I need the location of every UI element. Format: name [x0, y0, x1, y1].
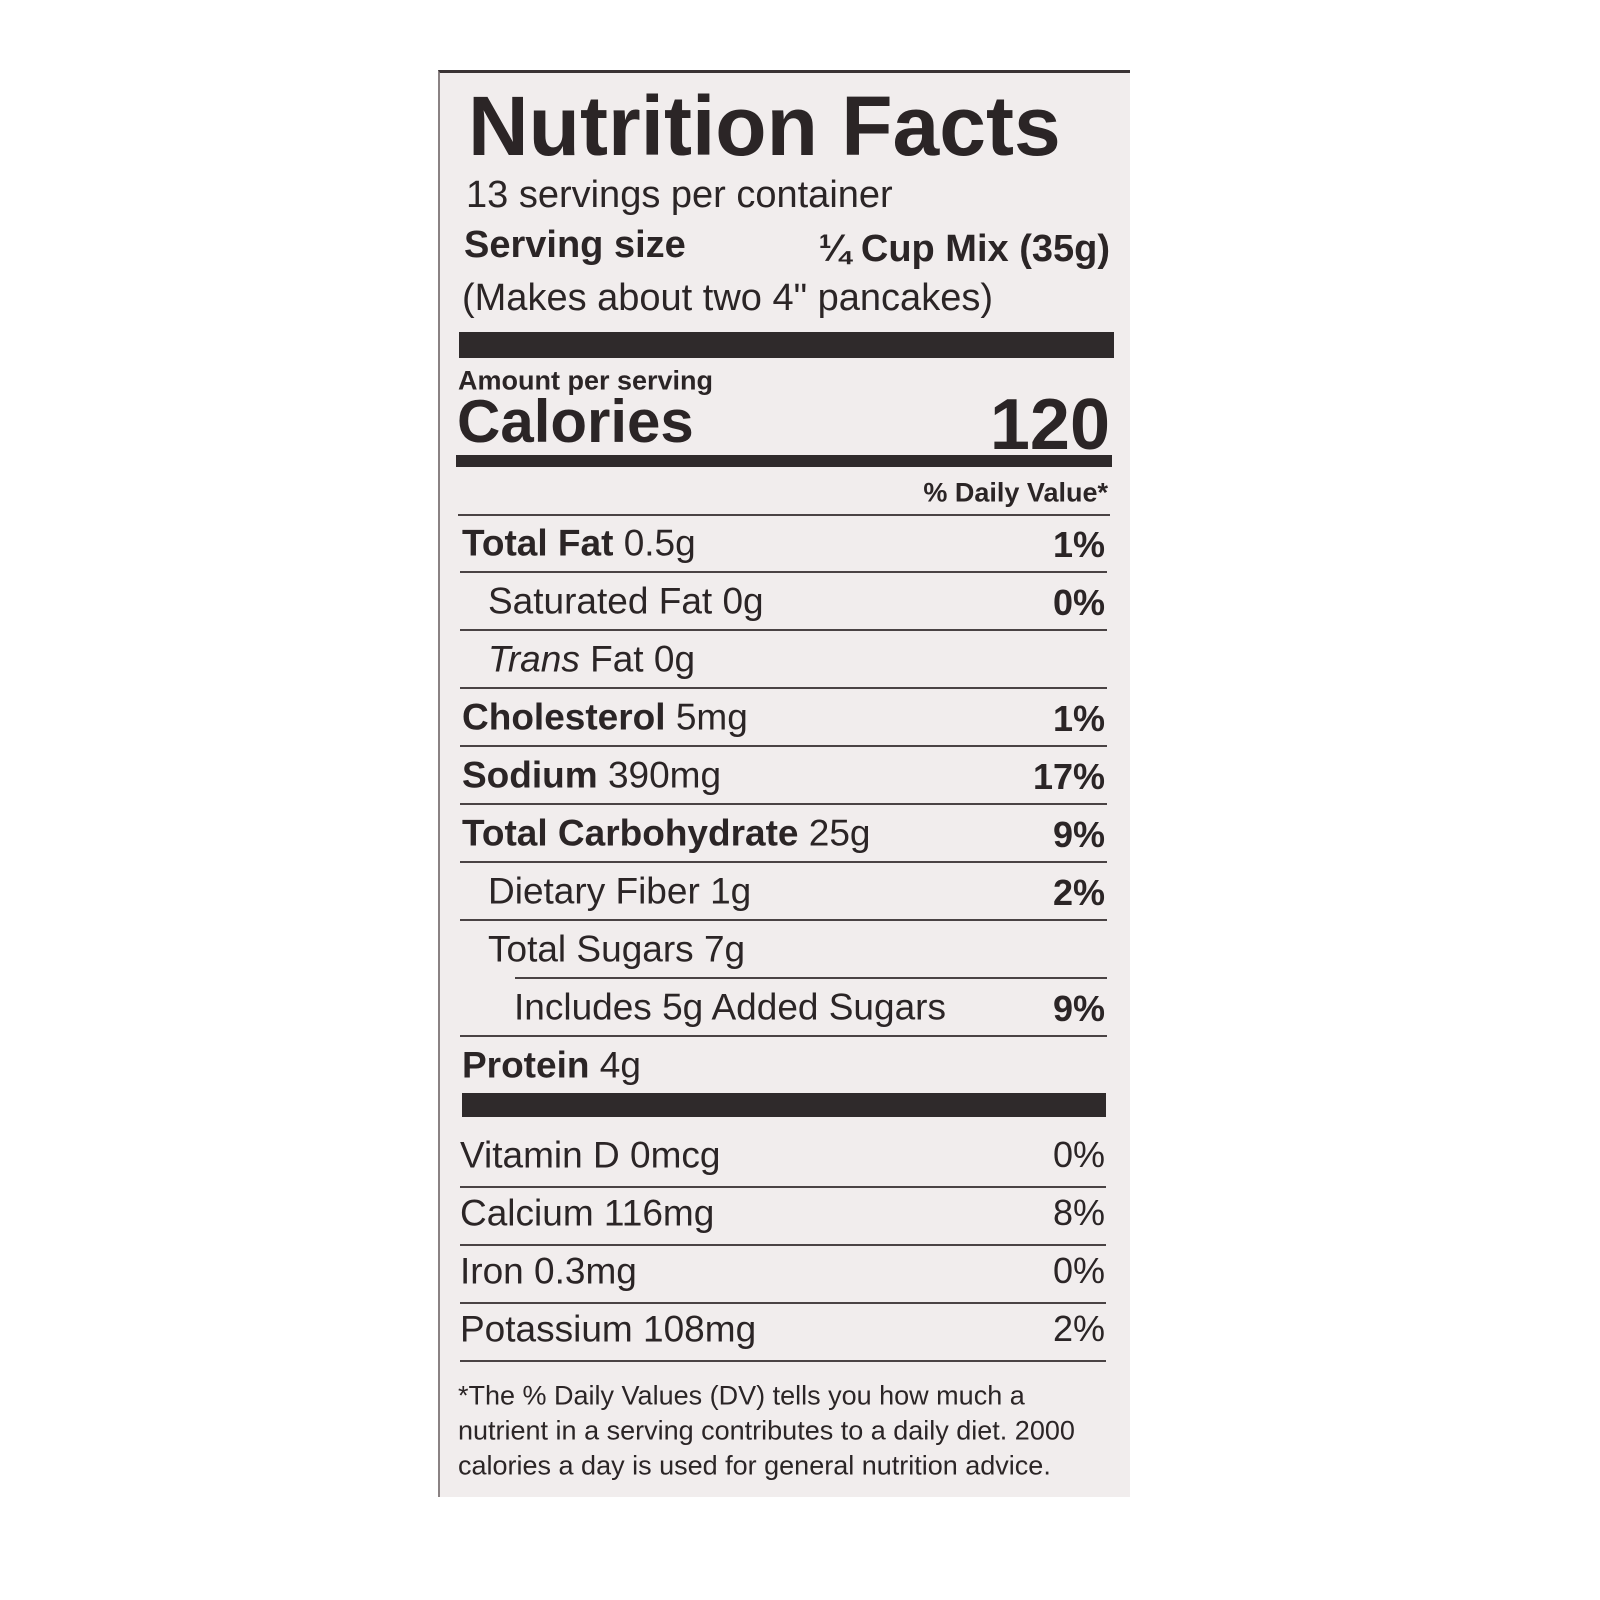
footnote-line: *The % Daily Values (DV) tells you how m…: [458, 1380, 1025, 1411]
serving-note: (Makes about two 4" pancakes): [462, 277, 993, 319]
nutrient-dv: 1%: [1052, 698, 1105, 739]
rule: [460, 571, 1107, 573]
rule: [460, 1035, 1107, 1037]
vitamin-dv: 2%: [1052, 1308, 1105, 1349]
nutrient-amount: 25g: [808, 812, 871, 854]
rule: [460, 629, 1107, 631]
nutrition-label: [438, 70, 1130, 1497]
vitamin-amount: 0mcg: [630, 1134, 721, 1176]
vitamin-amount: 108mg: [643, 1308, 757, 1350]
nutrient-dv: 1%: [1052, 524, 1105, 565]
nutrient-row: Includes 5g Added Sugars: [514, 989, 946, 1026]
nutrient-name: Total Carbohydrate: [462, 812, 799, 854]
nutrient-row: Dietary Fiber 1g: [488, 873, 751, 910]
nutrient-row: Saturated Fat 0g: [488, 583, 764, 620]
vitamin-amount: 0.3mg: [534, 1250, 637, 1292]
daily-value-header: % Daily Value*: [923, 477, 1108, 508]
rule: [460, 1360, 1106, 1362]
vitamin-name: Vitamin D: [460, 1134, 620, 1176]
amount-per-serving: Amount per serving: [458, 365, 714, 396]
nutrient-amount: 4g: [599, 1044, 641, 1086]
vitamin-row: Potassium 108mg: [460, 1311, 756, 1348]
vitamin-dv: 0%: [1052, 1250, 1105, 1291]
rule: [515, 977, 1107, 979]
footnote-line: nutrient in a serving contributes to a d…: [458, 1415, 1075, 1446]
nutrient-name: Total Sugars: [488, 928, 694, 970]
bar: [456, 455, 1112, 467]
nutrient-amount: 5mg: [675, 696, 748, 738]
vitamin-dv: 0%: [1052, 1134, 1105, 1175]
vitamin-row: Calcium 116mg: [460, 1195, 714, 1232]
nutrient-name: Sodium: [462, 754, 598, 796]
nutrient-amount: 390mg: [607, 754, 722, 796]
rule: [460, 687, 1107, 689]
nutrient-name: Dietary Fiber: [488, 870, 700, 912]
footnote-line: calories a day is used for general nutri…: [458, 1450, 1051, 1481]
nutrient-name-italic: Trans: [488, 638, 580, 680]
nutrient-row: Sodium 390mg: [462, 757, 721, 794]
rule: [460, 1186, 1106, 1188]
vitamin-name: Calcium: [460, 1192, 594, 1234]
nutrient-amount: 7g: [703, 928, 746, 970]
bar: [459, 332, 1114, 358]
rule: [460, 803, 1107, 805]
nutrient-dv: 0%: [1052, 582, 1105, 623]
rule: [460, 1244, 1106, 1246]
nutrient-dv: 9%: [1052, 988, 1105, 1029]
servings: 13 servings per container: [466, 174, 893, 216]
nutrient-amount: 0.5g: [623, 522, 696, 564]
vitamin-row: Vitamin D 0mcg: [460, 1137, 720, 1174]
nutrient-dv: 2%: [1052, 872, 1105, 913]
rule: [460, 919, 1107, 921]
nutrient-amount: 0g: [722, 580, 764, 622]
vitamin-amount: 116mg: [603, 1192, 715, 1234]
nutrient-row: Trans Fat 0g: [488, 641, 695, 678]
calories-value: 120: [989, 385, 1110, 465]
nutrient-name: Protein: [462, 1044, 590, 1086]
nutrient-row: Total Sugars 7g: [488, 931, 745, 968]
serving-size-value: ¼ Cup Mix (35g): [818, 228, 1110, 270]
vitamin-name: Iron: [460, 1250, 524, 1292]
nutrient-name: Includes 5g Added Sugars: [514, 986, 946, 1028]
vitamin-row: Iron 0.3mg: [460, 1253, 637, 1290]
nutrient-row: Total Carbohydrate 25g: [462, 815, 870, 852]
rule: [460, 745, 1107, 747]
nutrient-row: Protein 4g: [462, 1047, 641, 1084]
nutrient-name: Saturated Fat: [488, 580, 713, 622]
serving-size-label: Serving size: [464, 224, 686, 266]
nutrient-name: Cholesterol: [462, 696, 666, 738]
rule: [458, 514, 1110, 516]
calories-label: Calories: [457, 388, 694, 455]
nutrient-name: Fat: [590, 638, 644, 680]
nutrient-name: Total Fat: [462, 522, 614, 564]
rule: [460, 861, 1107, 863]
nutrient-row: Total Fat 0.5g: [462, 525, 696, 562]
nutrient-dv: 17%: [1032, 756, 1105, 797]
title: Nutrition Facts: [468, 79, 1061, 173]
bar: [462, 1093, 1106, 1117]
vitamin-dv: 8%: [1052, 1192, 1105, 1233]
nutrient-row: Cholesterol 5mg: [462, 699, 748, 736]
rule: [460, 1302, 1106, 1304]
vitamin-name: Potassium: [460, 1308, 633, 1350]
nutrient-amount: 1g: [710, 870, 752, 912]
nutrient-amount: 0g: [653, 638, 696, 680]
nutrient-dv: 9%: [1052, 814, 1105, 855]
